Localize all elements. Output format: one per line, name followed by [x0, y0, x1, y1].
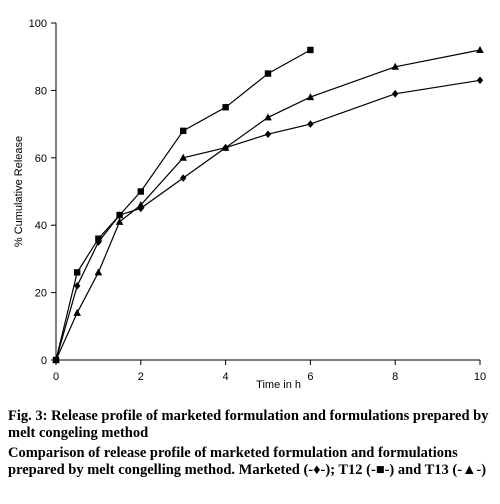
y-tick-label: 20: [35, 288, 47, 300]
y-tick-label: 0: [41, 355, 47, 367]
x-tick-label: 4: [223, 371, 229, 383]
y-tick-label: 80: [35, 85, 47, 97]
figure-caption-body: Comparison of release profile of markete…: [8, 445, 487, 478]
data-point-triangle: [221, 143, 230, 151]
chart-series: [52, 45, 484, 364]
x-tick-label: 6: [307, 371, 313, 383]
data-point-diamond: [476, 76, 484, 85]
data-point-diamond: [180, 174, 187, 182]
series-line: [55, 49, 481, 361]
data-point-triangle: [115, 217, 124, 225]
data-point-square: [137, 188, 144, 195]
figure-caption-title: Fig. 3: Release profile of marketed form…: [8, 408, 489, 441]
data-point-triangle: [476, 45, 484, 53]
data-point-triangle: [306, 93, 315, 101]
data-point-triangle: [73, 308, 81, 316]
data-point-diamond: [95, 238, 102, 246]
x-tick-label: 2: [138, 371, 144, 383]
data-point-square: [74, 269, 81, 276]
data-point-diamond: [74, 282, 81, 290]
chart-ticks: 0 20 40 60 80 100 0 2 4 6 8 10: [29, 18, 486, 383]
data-point-square: [264, 70, 272, 77]
data-point-diamond: [392, 89, 399, 98]
data-point-triangle: [137, 200, 145, 208]
series-t12: [52, 46, 314, 364]
x-axis-label: Time in h: [256, 379, 301, 391]
chart-axes: [55, 23, 480, 361]
data-point-square: [95, 235, 102, 242]
y-tick-label: 100: [29, 18, 47, 30]
data-point-diamond: [307, 120, 314, 128]
x-tick-label: 10: [474, 371, 486, 383]
data-point-square: [180, 127, 187, 135]
data-point-triangle: [391, 62, 399, 70]
data-point-triangle: [94, 268, 103, 276]
data-point-diamond: [264, 130, 272, 139]
release-profile-chart: 0 20 40 60 80 100 0 2 4 6 8 10 Time in h % Cumulati…: [13, 18, 486, 391]
data-point-square: [307, 46, 314, 54]
series-line: [55, 49, 311, 361]
x-tick-label: 8: [392, 371, 398, 383]
y-tick-label: 60: [35, 153, 47, 165]
y-tick-label: 40: [35, 220, 47, 232]
data-point-triangle: [179, 153, 187, 161]
data-point-square: [222, 104, 229, 111]
data-point-triangle: [52, 356, 60, 363]
data-point-triangle: [264, 113, 272, 121]
x-tick-label: 0: [53, 371, 59, 383]
y-axis-label: % Cumulative Release: [13, 136, 25, 247]
data-point-square: [116, 211, 123, 219]
series-t13: [52, 45, 484, 363]
